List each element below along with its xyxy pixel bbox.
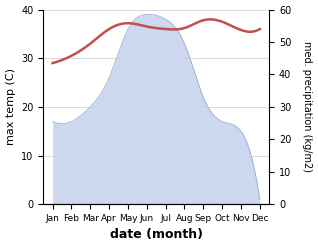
X-axis label: date (month): date (month) [110, 228, 203, 242]
Y-axis label: max temp (C): max temp (C) [5, 68, 16, 145]
Y-axis label: med. precipitation (kg/m2): med. precipitation (kg/m2) [302, 41, 313, 172]
